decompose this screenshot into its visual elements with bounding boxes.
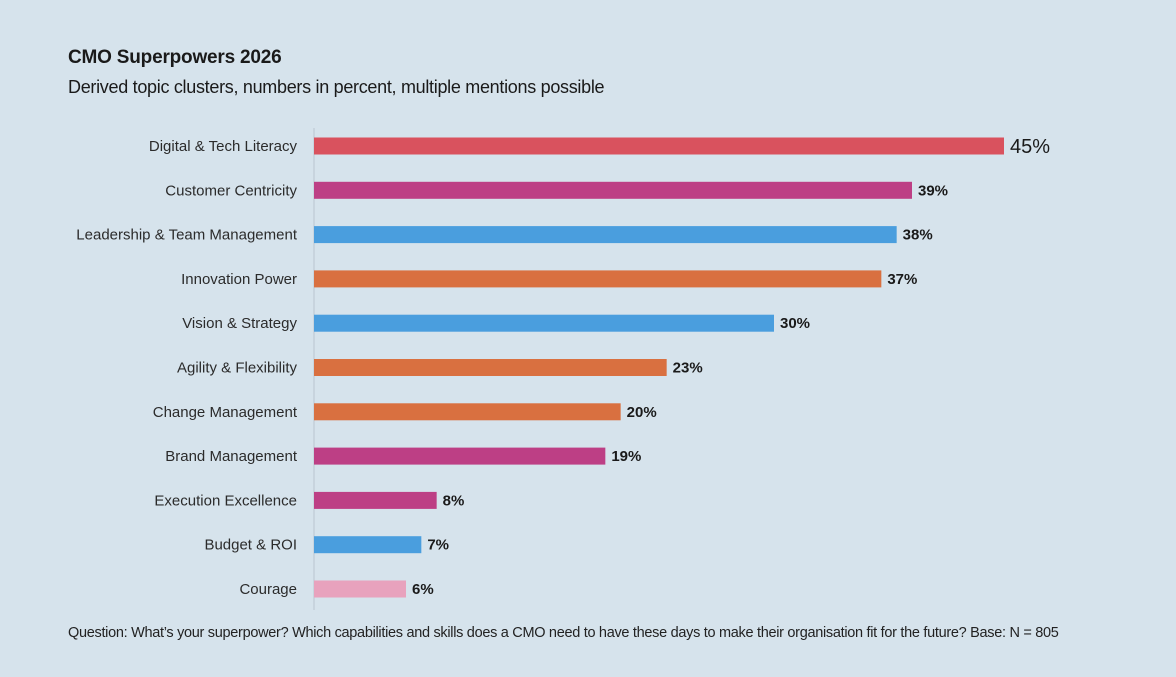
bar: [314, 536, 422, 554]
category-label: Budget & ROI: [204, 537, 297, 554]
footnote: Question: What’s your superpower? Which …: [68, 625, 1059, 641]
bar: [314, 580, 406, 598]
category-label: Agility & Flexibility: [177, 360, 298, 377]
value-label: 19%: [611, 448, 641, 465]
bar: [314, 181, 912, 199]
bar: [314, 359, 667, 376]
category-label: Vision & Strategy: [182, 315, 297, 332]
category-label: Leadership & Team Management: [76, 227, 298, 244]
category-label: Courage: [239, 581, 297, 598]
category-label: Brand Management: [165, 448, 298, 465]
category-label: Customer Centricity: [165, 182, 297, 199]
value-label: 30%: [780, 315, 810, 332]
value-label: 45%: [1010, 136, 1050, 158]
value-label: 23%: [673, 360, 703, 377]
value-label: 38%: [903, 227, 933, 244]
value-label: 20%: [627, 404, 657, 421]
bar: [314, 447, 606, 465]
bar: [314, 314, 774, 332]
category-label: Change Management: [153, 404, 298, 421]
category-label: Execution Excellence: [154, 492, 297, 509]
bar: [314, 270, 882, 288]
category-label: Digital & Tech Literacy: [149, 138, 298, 155]
chart-title: CMO Superpowers 2026: [68, 47, 282, 68]
value-label: 39%: [918, 182, 948, 199]
bar: [314, 403, 621, 421]
chart-subtitle: Derived topic clusters, numbers in perce…: [68, 77, 605, 97]
bar: [314, 137, 1004, 155]
value-label: 8%: [443, 492, 465, 509]
bar: [314, 226, 897, 244]
value-label: 6%: [412, 581, 434, 598]
value-label: 37%: [887, 271, 917, 288]
category-label: Innovation Power: [181, 271, 297, 288]
value-label: 7%: [427, 537, 449, 554]
bar: [314, 491, 437, 509]
